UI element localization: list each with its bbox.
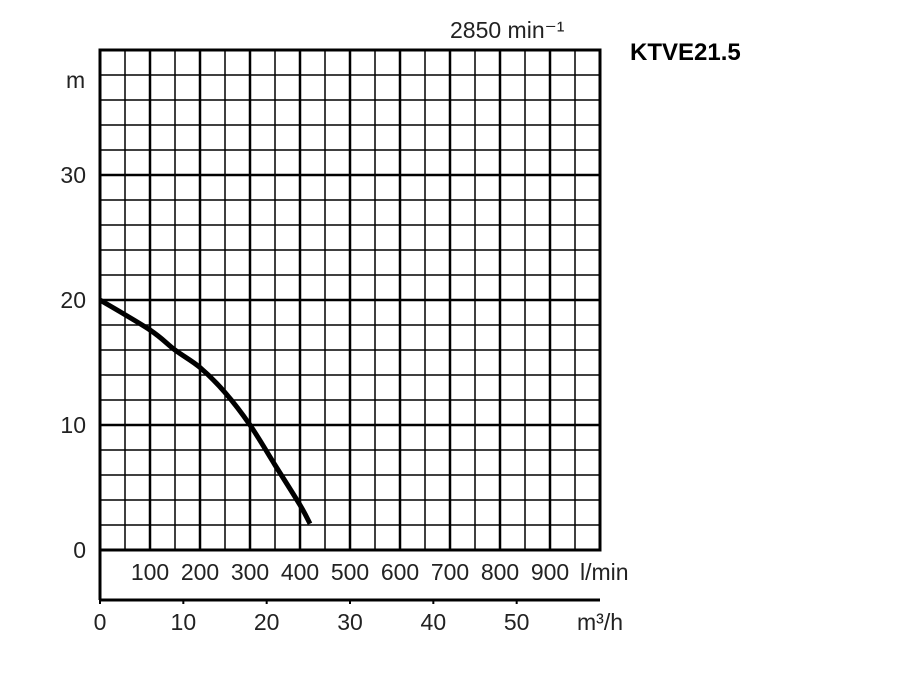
x-tick-label: 500 [331, 559, 369, 585]
x-tick-label: 100 [131, 559, 169, 585]
x-tick-label: 200 [181, 559, 219, 585]
x-axis-label: l/min [580, 559, 629, 585]
y-tick-label: 0 [73, 537, 86, 563]
x2-tick-label: 0 [94, 609, 107, 635]
grid [98, 48, 602, 604]
x2-axis-label: m³/h [577, 609, 623, 635]
x-tick-label: 900 [531, 559, 569, 585]
curve-layer [98, 297, 313, 525]
series-line [98, 297, 313, 525]
x-tick-label: 600 [381, 559, 419, 585]
x2-tick-label: 40 [421, 609, 447, 635]
x2-tick-label: 20 [254, 609, 280, 635]
x-tick-label: 300 [231, 559, 269, 585]
y-tick-label: 20 [60, 287, 86, 313]
x-tick-label: 700 [431, 559, 469, 585]
x-tick-label: 800 [481, 559, 519, 585]
y-tick-label: 10 [60, 412, 86, 438]
labels: 2850 min⁻¹ KTVE21.5 m l/min m³/h 0 10 20 30… [60, 17, 740, 635]
x2-tick-label: 50 [504, 609, 530, 635]
x2-tick-label: 30 [337, 609, 363, 635]
speed-label: 2850 min⁻¹ [450, 17, 565, 43]
chart-title: KTVE21.5 [630, 39, 741, 66]
y-axis-label: m [66, 67, 85, 93]
x2-tick-label: 10 [171, 609, 197, 635]
x-tick-label: 400 [281, 559, 319, 585]
y-tick-label: 30 [60, 162, 86, 188]
